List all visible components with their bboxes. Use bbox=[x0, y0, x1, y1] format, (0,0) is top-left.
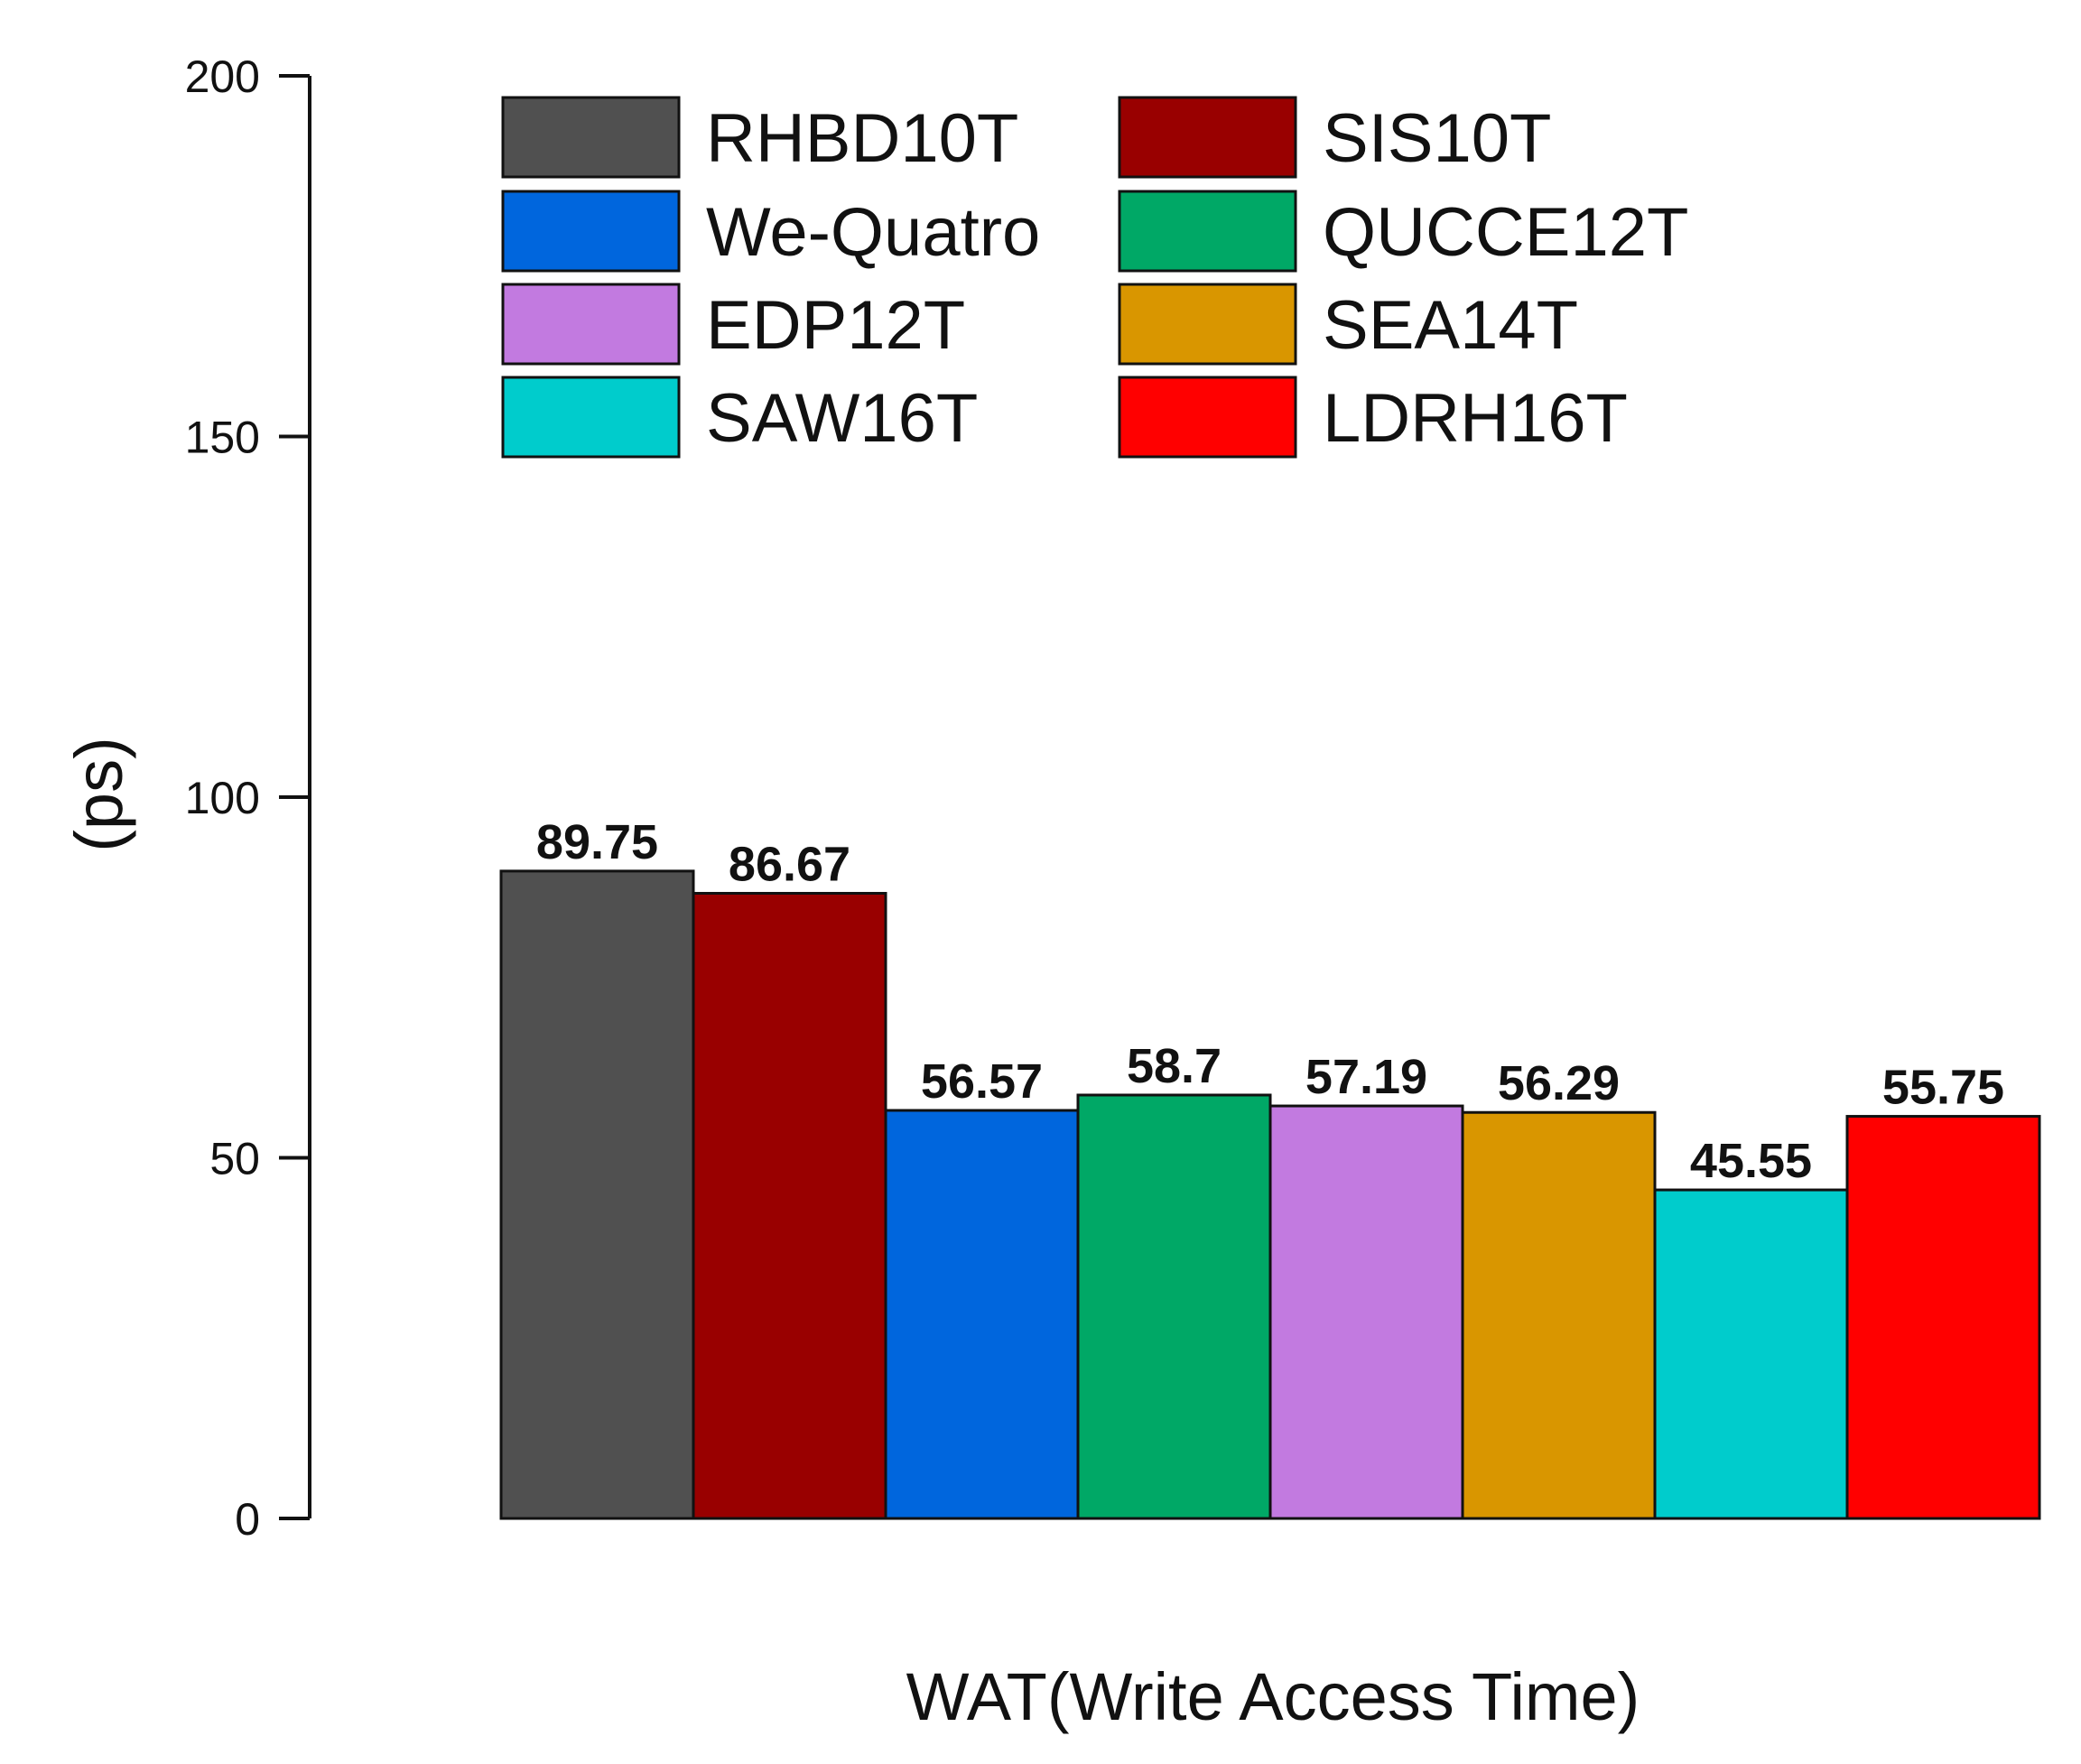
bar-rhbd10t bbox=[499, 869, 695, 1520]
axis-layer: 0 50 100 150 200 bbox=[185, 51, 311, 1545]
bar-sis10t bbox=[692, 892, 887, 1520]
y-tick-label: 0 bbox=[235, 1494, 260, 1545]
bar-ldrh16t bbox=[1845, 1115, 2041, 1520]
y-tick-label: 100 bbox=[185, 773, 260, 823]
data-label: 86.67 bbox=[729, 838, 850, 892]
bar-qucce12t bbox=[1076, 1093, 1272, 1520]
bar-layer bbox=[499, 869, 2041, 1520]
y-tick-label: 50 bbox=[209, 1134, 260, 1184]
legend-label: EDP12T bbox=[706, 287, 965, 364]
legend-label: We-Quatro bbox=[706, 194, 1040, 271]
data-label: 45.55 bbox=[1690, 1134, 1812, 1188]
legend-swatch bbox=[501, 376, 681, 459]
legend-swatch bbox=[1118, 190, 1297, 273]
bar-edp12t bbox=[1268, 1104, 1464, 1520]
legend-label: LDRH16T bbox=[1323, 380, 1628, 457]
legend-swatch bbox=[1118, 283, 1297, 366]
data-label: 58.7 bbox=[1127, 1039, 1222, 1093]
bar-sea14t bbox=[1461, 1110, 1657, 1520]
legend-label: SAW16T bbox=[706, 380, 978, 457]
bar-we-quatro bbox=[884, 1109, 1080, 1520]
y-tick-label: 150 bbox=[185, 413, 260, 463]
legend-swatch bbox=[1118, 376, 1297, 459]
data-label: 56.29 bbox=[1498, 1056, 1620, 1110]
legend: RHBD10T SIS10T We-Quatro QUCCE12T EDP12T SEA1… bbox=[501, 96, 1688, 459]
legend-swatch bbox=[501, 283, 681, 366]
data-label: 56.57 bbox=[921, 1054, 1043, 1109]
legend-swatch bbox=[501, 96, 681, 179]
data-label: 55.75 bbox=[1882, 1061, 2004, 1115]
data-label-layer: 89.75 86.67 56.57 58.7 57.19 56.29 45.55 55.75 bbox=[536, 815, 2004, 1188]
y-axis-title: (ps) bbox=[61, 737, 136, 851]
y-tick-label: 200 bbox=[185, 51, 260, 102]
legend-label: RHBD10T bbox=[706, 100, 1018, 177]
bar-saw16t bbox=[1653, 1188, 1849, 1520]
x-axis-title: WAT(Write Access Time) bbox=[906, 1659, 1640, 1734]
legend-swatch bbox=[501, 190, 681, 273]
legend-label: SIS10T bbox=[1323, 100, 1551, 177]
legend-label: SEA14T bbox=[1323, 287, 1578, 364]
legend-label: QUCCE12T bbox=[1323, 194, 1688, 271]
data-label: 89.75 bbox=[536, 815, 658, 869]
data-label: 57.19 bbox=[1305, 1050, 1427, 1104]
legend-swatch bbox=[1118, 96, 1297, 179]
